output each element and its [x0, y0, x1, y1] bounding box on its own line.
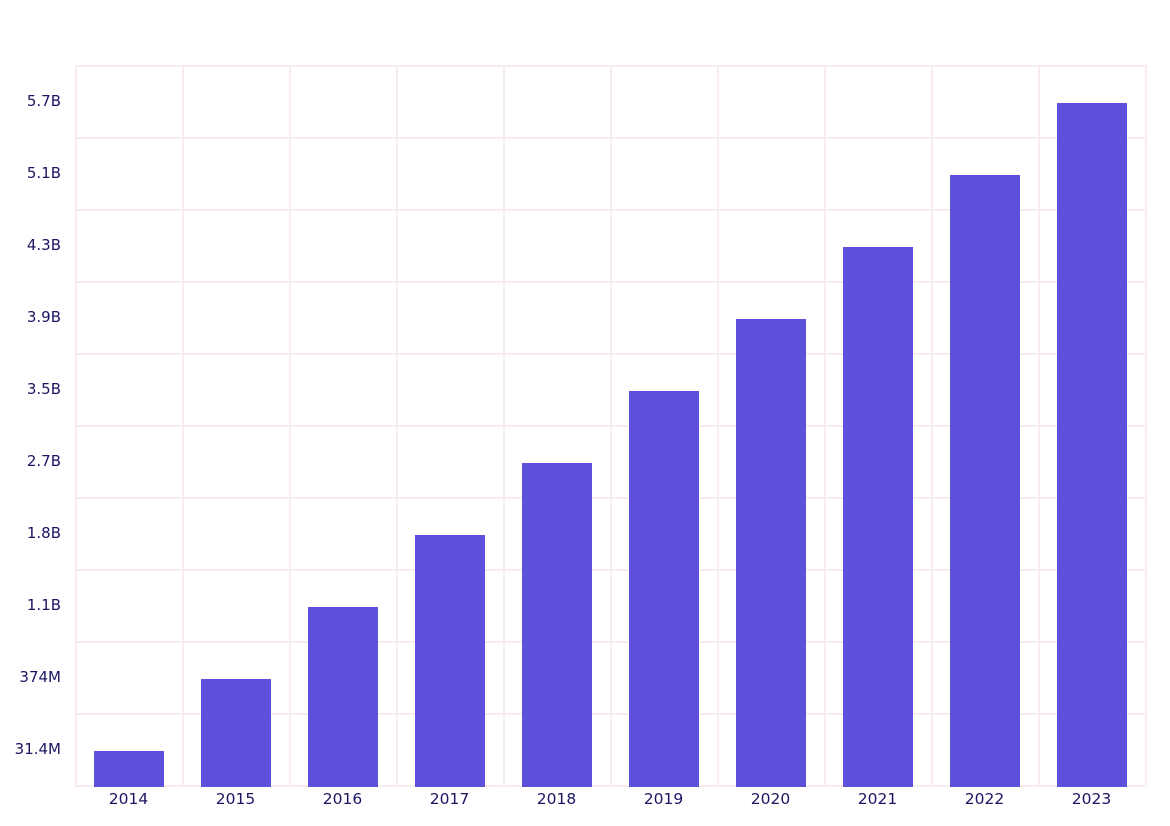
x-tick-2015: 2015 — [215, 790, 256, 808]
plot-area — [75, 65, 1147, 787]
y-tick-5.1B: 5.1B — [26, 164, 61, 182]
bar-2022[interactable] — [949, 175, 1020, 787]
y-tick-3.5B: 3.5B — [26, 380, 61, 398]
x-tick-2017: 2017 — [429, 790, 470, 808]
y-tick-5.7B: 5.7B — [26, 92, 61, 110]
x-tick-2016: 2016 — [322, 790, 363, 808]
x-tick-2023: 2023 — [1071, 790, 1112, 808]
y-tick-1.1B: 1.1B — [26, 596, 61, 614]
x-tick-2014: 2014 — [108, 790, 149, 808]
x-tick-2019: 2019 — [643, 790, 684, 808]
bar-2017[interactable] — [414, 535, 485, 787]
x-tick-2022: 2022 — [964, 790, 1005, 808]
x-tick-2021: 2021 — [857, 790, 898, 808]
x-tick-2018: 2018 — [536, 790, 577, 808]
bar-2016[interactable] — [307, 607, 378, 787]
y-tick-31.4M: 31.4M — [14, 740, 61, 758]
y-tick-1.8B: 1.8B — [26, 524, 61, 542]
x-tick-2020: 2020 — [750, 790, 791, 808]
y-tick-4.3B: 4.3B — [26, 236, 61, 254]
bar-2015[interactable] — [200, 679, 271, 787]
y-tick-3.9B: 3.9B — [26, 308, 61, 326]
bar-2018[interactable] — [521, 463, 592, 787]
y-tick-2.7B: 2.7B — [26, 452, 61, 470]
bar-2020[interactable] — [735, 319, 806, 787]
bar-2014[interactable] — [93, 751, 164, 787]
bar-2021[interactable] — [842, 247, 913, 787]
bar-2023[interactable] — [1056, 103, 1127, 787]
bar-2019[interactable] — [628, 391, 699, 787]
y-tick-374M: 374M — [19, 668, 61, 686]
